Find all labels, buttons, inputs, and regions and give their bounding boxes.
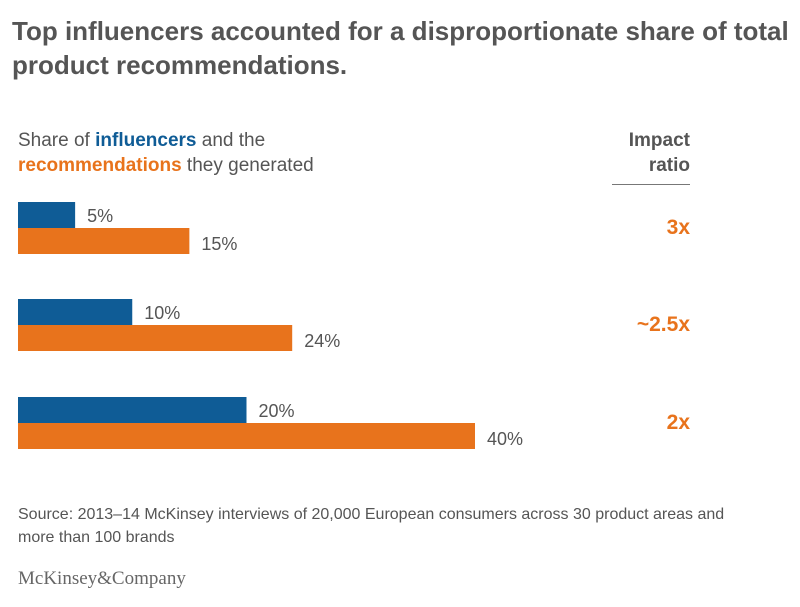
bar-influencers-1 xyxy=(18,202,76,228)
source-note: Source: 2013–14 McKinsey interviews of 2… xyxy=(18,506,725,546)
legend: Share of influencers and the recommendat… xyxy=(18,128,538,178)
label-influencers-3: 20% xyxy=(259,401,295,421)
legend-middle: and the xyxy=(196,130,266,151)
legend-prefix: Share of xyxy=(18,130,96,151)
label-influencers-2: 10% xyxy=(144,303,180,323)
bar-influencers-2 xyxy=(18,299,133,325)
ratio-header-rule xyxy=(612,184,690,185)
impact-ratio-1: 3x xyxy=(667,216,691,239)
bar-recommendations-1 xyxy=(18,228,190,254)
label-recommendations-3: 40% xyxy=(487,429,523,449)
legend-suffix: they generated xyxy=(181,155,314,176)
ratio-header-line1: Impact xyxy=(628,130,690,151)
label-recommendations-2: 24% xyxy=(304,331,340,351)
bar-influencers-3 xyxy=(18,397,247,423)
impact-ratio-2: ~2.5x xyxy=(637,313,690,336)
impact-ratio-3: 2x xyxy=(667,411,691,434)
bar-recommendations-2 xyxy=(18,325,293,351)
ratio-header: Impact ratio xyxy=(629,128,690,178)
legend-influencers: influencers xyxy=(95,130,197,151)
mckinsey-logo: McKinsey&Company xyxy=(18,568,186,589)
chart-title: Top influencers accounted for a dispropo… xyxy=(12,16,789,80)
bar-recommendations-3 xyxy=(18,423,475,449)
label-recommendations-1: 15% xyxy=(201,234,237,254)
ratio-header-line2: ratio xyxy=(648,155,690,176)
label-influencers-1: 5% xyxy=(87,206,113,226)
legend-recommendations: recommendations xyxy=(18,155,182,176)
